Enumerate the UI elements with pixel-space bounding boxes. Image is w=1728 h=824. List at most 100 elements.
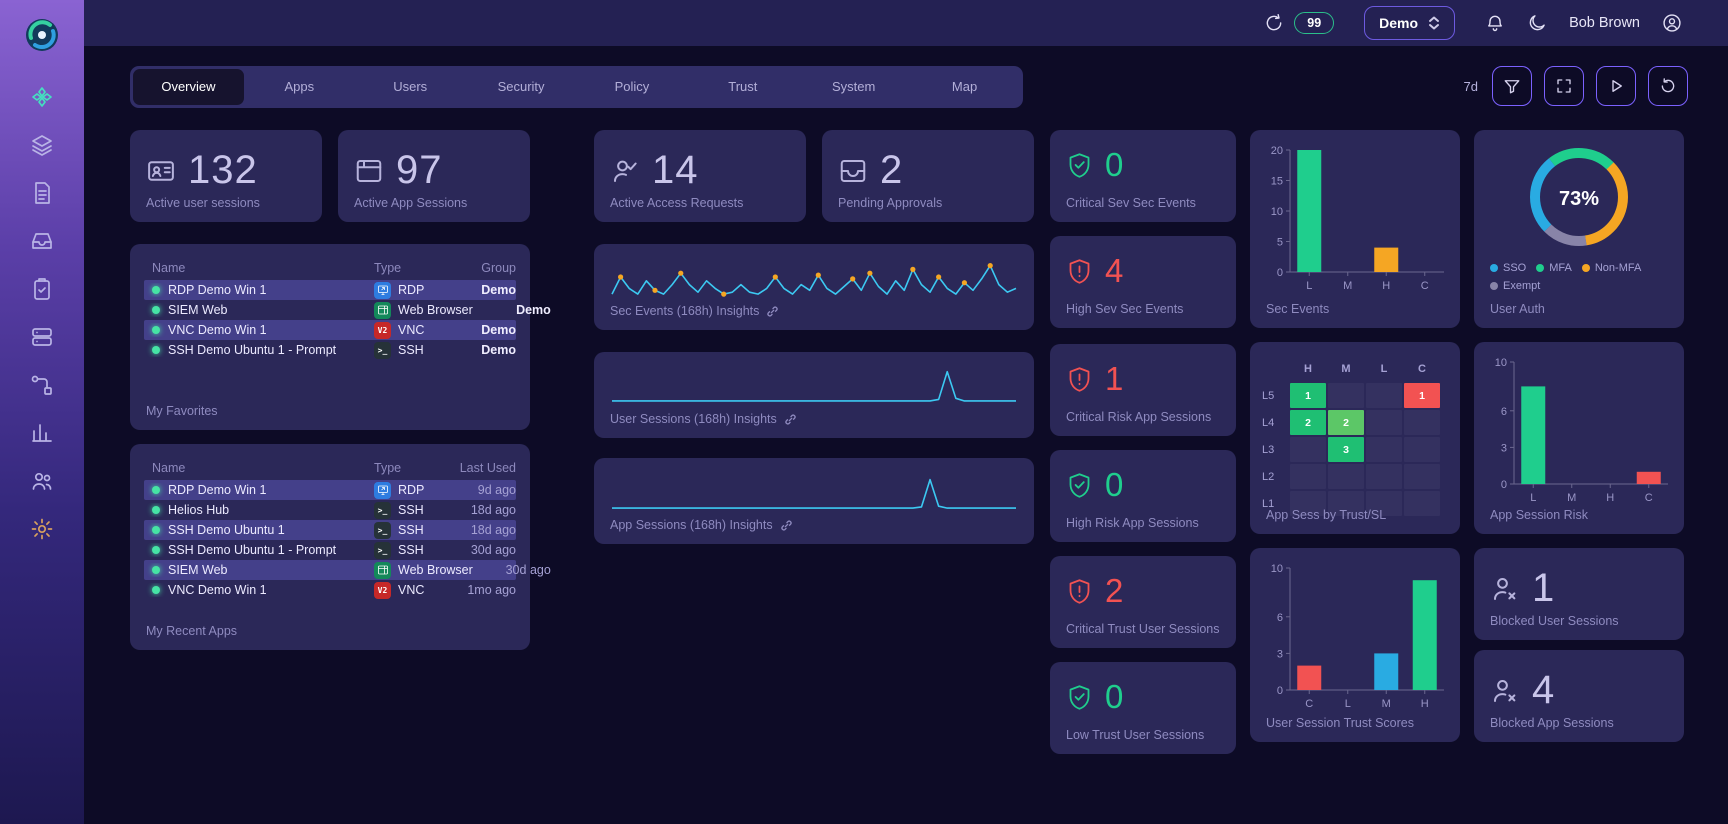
tab-map[interactable]: Map bbox=[951, 79, 978, 94]
legend-dot-exempt bbox=[1490, 282, 1498, 290]
heatmap-cell-L1-H bbox=[1290, 491, 1326, 516]
sidebar-item-analytics[interactable] bbox=[29, 420, 55, 446]
user-name[interactable]: Bob Brown bbox=[1569, 15, 1640, 31]
sidebar-item-workflow[interactable] bbox=[29, 372, 55, 398]
svg-text:M: M bbox=[1567, 492, 1576, 504]
avatar[interactable] bbox=[1662, 13, 1682, 33]
sidebar-item-users[interactable] bbox=[29, 468, 55, 494]
refresh-button[interactable] bbox=[1648, 66, 1688, 106]
svg-text:6: 6 bbox=[1277, 612, 1283, 624]
svg-text:H: H bbox=[1382, 280, 1390, 292]
filter-button[interactable] bbox=[1492, 66, 1532, 106]
tab-system[interactable]: System bbox=[832, 79, 876, 94]
fullscreen-button[interactable] bbox=[1544, 66, 1584, 106]
chart-legend: SSO MFA Non-MFA Exempt bbox=[1490, 262, 1674, 292]
status-value: 0 bbox=[1105, 146, 1125, 183]
stat-value: 14 bbox=[652, 148, 699, 192]
sidebar-item-servers[interactable] bbox=[29, 324, 55, 350]
table-row[interactable]: SIEM Web Web Browser 30d ago bbox=[144, 560, 551, 580]
table-row[interactable]: RDP Demo Win 1 RDP Demo bbox=[144, 280, 516, 300]
blocked-app-sessions-card: 4 Blocked App Sessions bbox=[1474, 650, 1684, 742]
online-dot bbox=[152, 586, 160, 594]
column-type: Type bbox=[374, 461, 402, 475]
card-title: App Sess by Trust/SL bbox=[1266, 508, 1387, 522]
table-row[interactable]: SSH Demo Ubuntu 1 - Prompt >_ SSH 30d ago bbox=[144, 540, 516, 560]
stat-label: Pending Approvals bbox=[838, 196, 943, 210]
tab-security[interactable]: Security bbox=[497, 79, 545, 94]
online-dot bbox=[152, 526, 160, 534]
app-type: VNC bbox=[398, 583, 425, 597]
app-name: VNC Demo Win 1 bbox=[168, 323, 267, 337]
sidebar-item-inbox[interactable] bbox=[29, 228, 55, 254]
table-row[interactable]: VNC Demo Win 1 V2 VNC 1mo ago bbox=[144, 580, 516, 600]
app-group: Demo bbox=[481, 343, 516, 357]
top-bar: 99 Demo Bob Brown bbox=[84, 0, 1728, 46]
table-row[interactable]: SIEM Web Web Browser Demo bbox=[144, 300, 551, 320]
ssh-type-icon: >_ bbox=[374, 521, 391, 539]
status-card-critical-trust-user-sessions: 2 Critical Trust User Sessions bbox=[1050, 556, 1236, 648]
org-selector[interactable]: Demo bbox=[1364, 6, 1456, 40]
link-icon[interactable] bbox=[780, 519, 793, 532]
link-icon[interactable] bbox=[784, 413, 797, 426]
table-row[interactable]: SSH Demo Ubuntu 1 >_ SSH 18d ago bbox=[144, 520, 516, 540]
online-dot bbox=[152, 346, 160, 354]
ssh-type-icon: >_ bbox=[374, 341, 391, 359]
refresh-icon bbox=[1661, 78, 1675, 93]
filter-icon bbox=[1504, 80, 1520, 94]
svg-text:5: 5 bbox=[1277, 237, 1283, 249]
table-row[interactable]: RDP Demo Win 1 RDP 9d ago bbox=[144, 480, 516, 500]
column-name: Name bbox=[152, 261, 186, 275]
my-favorites-card: Name Type Group RDP Demo Win 1 RDP Demo … bbox=[130, 244, 551, 430]
tab-users[interactable]: Users bbox=[393, 79, 428, 94]
sidebar-item-settings[interactable] bbox=[29, 516, 55, 542]
card-title: User Sessions (168h) Insights bbox=[610, 412, 777, 426]
shield-alert-icon bbox=[1069, 366, 1090, 392]
app-session-risk-card: 0 3 6 10 L M H C App Session Risk bbox=[1474, 342, 1684, 534]
ssh-type-icon: >_ bbox=[374, 501, 391, 519]
app-sess-by-trust-card: H M L C L5 1 1 L4 2 2 L3 3 L2 L1 App Sess by Trust/SL bbox=[1250, 342, 1460, 534]
tab-overview[interactable]: Overview bbox=[133, 69, 244, 105]
table-row[interactable]: SSH Demo Ubuntu 1 - Prompt >_ SSH Demo bbox=[144, 340, 516, 360]
heatmap-cell-L1-C bbox=[1404, 491, 1440, 516]
app-name: SIEM Web bbox=[168, 303, 228, 317]
pending-count-badge[interactable]: 99 bbox=[1294, 12, 1335, 34]
heatmap-cell-L5-L bbox=[1366, 383, 1402, 408]
sidebar-item-tasks[interactable] bbox=[29, 276, 55, 302]
blocked-label: Blocked App Sessions bbox=[1490, 716, 1614, 730]
web-browser-type-icon bbox=[374, 561, 391, 579]
sec-events-sparkline bbox=[594, 244, 1034, 305]
time-range-label[interactable]: 7d bbox=[1463, 78, 1478, 94]
table-row[interactable]: Helios Hub >_ SSH 18d ago bbox=[144, 500, 516, 520]
user-check-icon bbox=[614, 160, 637, 182]
app-logo[interactable] bbox=[23, 16, 61, 54]
card-title: User Session Trust Scores bbox=[1266, 716, 1414, 730]
heatmap-cell-L3-C bbox=[1404, 437, 1440, 462]
app-type: Web Browser bbox=[398, 563, 473, 577]
svg-text:L: L bbox=[1306, 280, 1312, 292]
blocked-label: Blocked User Sessions bbox=[1490, 614, 1619, 628]
sidebar-item-layers[interactable] bbox=[29, 132, 55, 158]
status-value: 1 bbox=[1105, 360, 1125, 397]
sidebar-item-dashboard[interactable] bbox=[29, 84, 55, 110]
svg-text:3: 3 bbox=[1277, 648, 1283, 660]
play-button[interactable] bbox=[1596, 66, 1636, 106]
sync-icon[interactable] bbox=[1264, 13, 1284, 33]
link-icon[interactable] bbox=[766, 305, 779, 318]
svg-text:20: 20 bbox=[1271, 145, 1283, 157]
legend-dot-mfa bbox=[1536, 264, 1545, 272]
status-label: High Sev Sec Events bbox=[1066, 302, 1184, 316]
tab-trust[interactable]: Trust bbox=[728, 79, 758, 94]
svg-text:C: C bbox=[1421, 280, 1429, 292]
dark-mode-moon-icon[interactable] bbox=[1527, 13, 1547, 33]
card-title: App Sessions (168h) Insights bbox=[610, 518, 773, 532]
heatmap-cell-L2-M bbox=[1328, 464, 1364, 489]
user-x-icon bbox=[1494, 577, 1516, 600]
tab-apps[interactable]: Apps bbox=[284, 79, 315, 94]
shield-check-icon bbox=[1069, 152, 1090, 178]
table-row[interactable]: VNC Demo Win 1 V2 VNC Demo bbox=[144, 320, 516, 340]
donut-center-value: 73% bbox=[1558, 188, 1600, 210]
tab-policy[interactable]: Policy bbox=[614, 79, 650, 94]
notifications-bell-icon[interactable] bbox=[1485, 13, 1505, 33]
sidebar-item-documents[interactable] bbox=[29, 180, 55, 206]
